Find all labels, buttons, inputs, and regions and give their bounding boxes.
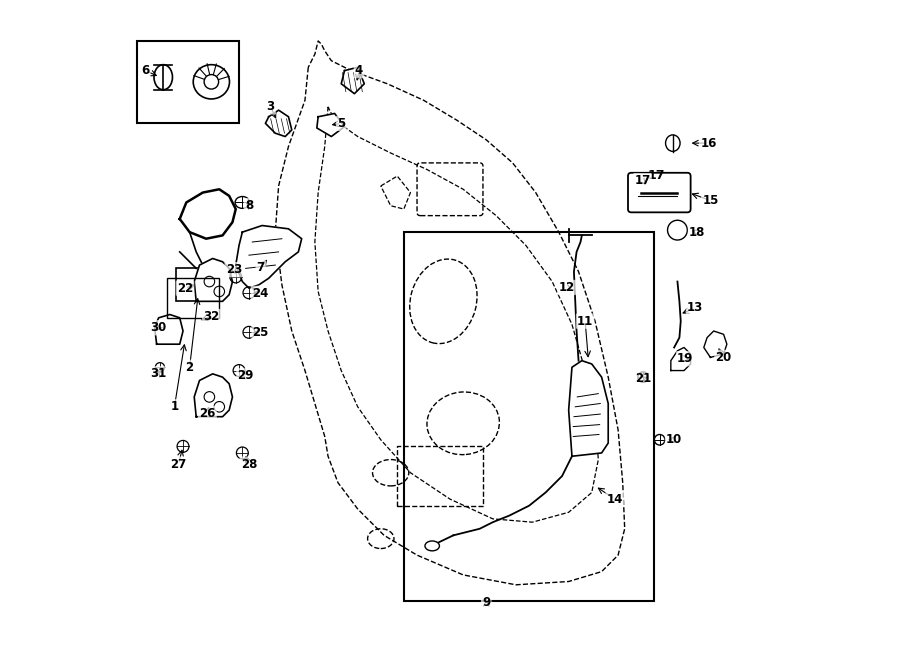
Text: 16: 16 xyxy=(700,136,716,150)
Bar xyxy=(404,232,654,601)
Text: 8: 8 xyxy=(245,199,253,213)
Polygon shape xyxy=(317,113,345,136)
Polygon shape xyxy=(704,331,727,357)
Polygon shape xyxy=(194,258,232,301)
Text: 11: 11 xyxy=(577,314,593,328)
Text: 12: 12 xyxy=(559,281,575,294)
Text: 4: 4 xyxy=(355,64,364,77)
Polygon shape xyxy=(266,110,292,136)
Text: 25: 25 xyxy=(253,326,269,340)
Polygon shape xyxy=(155,314,183,344)
Bar xyxy=(176,268,220,301)
Text: 29: 29 xyxy=(238,369,254,383)
Text: 23: 23 xyxy=(226,263,242,276)
Text: 18: 18 xyxy=(689,226,706,238)
Text: 27: 27 xyxy=(170,457,186,471)
Text: 17: 17 xyxy=(634,174,651,187)
Text: 26: 26 xyxy=(199,407,216,420)
Text: 20: 20 xyxy=(716,351,732,364)
Polygon shape xyxy=(194,374,232,416)
Text: 3: 3 xyxy=(266,101,274,113)
Text: 13: 13 xyxy=(687,301,704,314)
Text: 6: 6 xyxy=(141,64,149,77)
Polygon shape xyxy=(569,361,608,456)
Text: 2: 2 xyxy=(185,361,193,374)
Text: 9: 9 xyxy=(482,596,491,609)
Text: 15: 15 xyxy=(702,194,718,207)
Text: 1: 1 xyxy=(170,401,178,413)
Bar xyxy=(137,41,239,123)
Polygon shape xyxy=(341,68,365,94)
Bar xyxy=(166,278,220,318)
Text: 21: 21 xyxy=(635,372,652,385)
Text: 5: 5 xyxy=(338,117,346,130)
Text: 17: 17 xyxy=(648,169,665,182)
Text: 28: 28 xyxy=(240,457,257,471)
Text: 22: 22 xyxy=(177,281,194,295)
Text: 32: 32 xyxy=(203,310,220,323)
Polygon shape xyxy=(236,226,302,288)
Polygon shape xyxy=(670,348,690,371)
Text: 14: 14 xyxy=(607,493,623,506)
Text: 19: 19 xyxy=(677,352,694,365)
Bar xyxy=(397,446,483,506)
Text: 10: 10 xyxy=(666,433,682,446)
Text: 31: 31 xyxy=(149,367,166,381)
Text: 7: 7 xyxy=(256,261,265,274)
Ellipse shape xyxy=(425,541,439,551)
Text: 24: 24 xyxy=(252,287,268,300)
Text: 30: 30 xyxy=(149,321,166,334)
